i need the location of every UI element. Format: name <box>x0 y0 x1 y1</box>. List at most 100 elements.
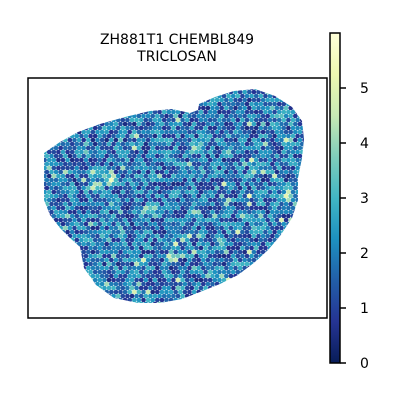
spot <box>267 125 273 131</box>
spot <box>290 141 296 147</box>
spot <box>260 185 266 191</box>
spot <box>226 101 231 107</box>
spot <box>164 289 169 295</box>
spot <box>286 229 291 235</box>
spot <box>276 93 282 99</box>
spot <box>201 193 206 199</box>
spot <box>138 125 144 131</box>
spot <box>164 169 169 175</box>
spot <box>92 125 98 131</box>
spot <box>189 269 195 275</box>
spot <box>109 281 114 287</box>
spot <box>180 181 185 187</box>
spot <box>212 293 218 299</box>
spot <box>113 169 119 175</box>
spot <box>148 133 153 139</box>
spot <box>212 141 218 147</box>
spot <box>152 269 158 275</box>
spot <box>86 161 91 167</box>
spot <box>267 285 273 291</box>
spot <box>226 189 231 195</box>
spot <box>115 181 121 187</box>
spot <box>217 181 222 187</box>
spot <box>198 301 204 303</box>
spot <box>196 265 201 271</box>
spot <box>44 201 45 207</box>
spot <box>187 209 192 215</box>
spot <box>60 149 66 155</box>
spot <box>180 293 185 299</box>
spot <box>288 89 294 95</box>
spot <box>267 301 273 303</box>
spot <box>44 209 45 215</box>
spot <box>274 193 280 199</box>
spot <box>113 177 119 183</box>
spot <box>224 265 229 271</box>
spot <box>258 173 264 179</box>
spot <box>297 193 303 199</box>
spot <box>253 149 259 155</box>
spot <box>109 217 114 223</box>
spot <box>198 205 204 211</box>
spot <box>60 229 66 235</box>
spot <box>99 209 105 215</box>
spot <box>286 285 291 291</box>
spot <box>249 181 254 187</box>
spot <box>244 205 250 211</box>
spot <box>276 141 282 147</box>
spot <box>178 161 183 167</box>
spot <box>143 133 149 139</box>
spot <box>88 221 93 227</box>
spot <box>46 221 52 227</box>
spot <box>293 289 298 295</box>
spot <box>221 301 227 303</box>
spot <box>288 177 294 183</box>
spot <box>58 185 63 191</box>
spot <box>53 273 59 279</box>
spot <box>86 153 91 159</box>
spot <box>56 237 61 243</box>
spot <box>244 93 250 99</box>
spot <box>256 265 261 271</box>
spot <box>69 301 75 303</box>
spot <box>194 261 199 267</box>
spot <box>191 241 197 247</box>
spot <box>74 221 80 227</box>
spot <box>263 261 268 267</box>
spot <box>120 229 126 235</box>
spot <box>157 245 162 251</box>
spot <box>95 185 100 191</box>
spot <box>212 89 218 91</box>
spot <box>168 193 174 199</box>
spot <box>184 269 190 275</box>
spot <box>38 182 43 187</box>
spot <box>99 217 105 223</box>
spot <box>235 301 241 303</box>
spot <box>76 113 82 119</box>
spot <box>166 197 172 203</box>
spot <box>210 137 215 143</box>
spot <box>46 117 52 123</box>
spot <box>122 113 128 119</box>
spot <box>305 238 310 243</box>
spot <box>237 137 243 143</box>
spot <box>152 213 158 219</box>
spot <box>152 261 158 267</box>
spot <box>265 153 271 159</box>
spot <box>219 129 224 135</box>
spot <box>127 273 132 279</box>
spot <box>150 113 155 119</box>
spot <box>83 89 89 91</box>
spot <box>81 137 86 143</box>
spot <box>145 89 151 95</box>
spot <box>74 197 80 203</box>
spot <box>214 193 220 199</box>
spot <box>90 257 96 263</box>
spot <box>152 125 158 131</box>
spot <box>129 261 135 267</box>
spot <box>122 129 128 135</box>
spot <box>104 185 109 191</box>
spot <box>224 257 229 263</box>
spot <box>86 225 91 231</box>
spot <box>136 129 142 135</box>
